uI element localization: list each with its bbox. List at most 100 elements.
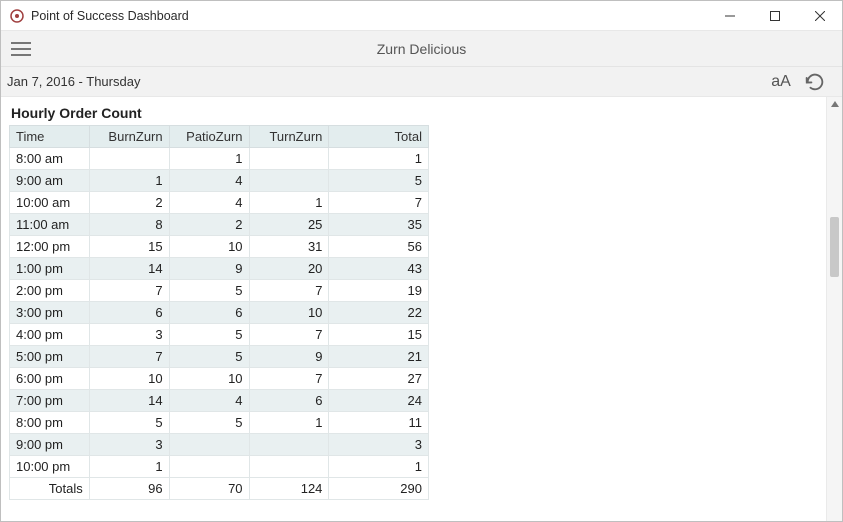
close-button[interactable] xyxy=(797,1,842,30)
cell-burnzurn: 5 xyxy=(89,412,169,434)
cell-total: 35 xyxy=(329,214,429,236)
cell-total: 21 xyxy=(329,346,429,368)
scroll-thumb[interactable] xyxy=(830,217,839,277)
minimize-button[interactable] xyxy=(707,1,752,30)
font-size-button[interactable]: aA xyxy=(764,73,798,91)
col-turnzurn: TurnZurn xyxy=(249,126,329,148)
cell-total: 22 xyxy=(329,302,429,324)
col-total: Total xyxy=(329,126,429,148)
cell-time: 1:00 pm xyxy=(10,258,90,280)
cell-total: 11 xyxy=(329,412,429,434)
cell-patiozurn: 10 xyxy=(169,368,249,390)
cell-time: 4:00 pm xyxy=(10,324,90,346)
totals-patiozurn: 70 xyxy=(169,478,249,500)
company-name: Zurn Delicious xyxy=(1,41,842,57)
table-row: 9:00 am145 xyxy=(10,170,429,192)
cell-burnzurn: 2 xyxy=(89,192,169,214)
cell-patiozurn: 5 xyxy=(169,412,249,434)
cell-patiozurn: 5 xyxy=(169,346,249,368)
cell-turnzurn: 1 xyxy=(249,192,329,214)
date-label: Jan 7, 2016 - Thursday xyxy=(7,74,140,89)
refresh-button[interactable] xyxy=(798,71,832,93)
cell-patiozurn: 10 xyxy=(169,236,249,258)
scroll-up-arrow[interactable] xyxy=(827,97,842,111)
cell-patiozurn xyxy=(169,456,249,478)
table-row: 9:00 pm33 xyxy=(10,434,429,456)
cell-total: 27 xyxy=(329,368,429,390)
table-row: 1:00 pm1492043 xyxy=(10,258,429,280)
cell-total: 7 xyxy=(329,192,429,214)
hourly-order-table: Time BurnZurn PatioZurn TurnZurn Total 8… xyxy=(9,125,429,500)
table-row: 10:00 pm11 xyxy=(10,456,429,478)
app-window: Point of Success Dashboard Zurn Deliciou… xyxy=(0,0,843,522)
cell-time: 9:00 am xyxy=(10,170,90,192)
totals-burnzurn: 96 xyxy=(89,478,169,500)
report-panel: Hourly Order Count Time BurnZurn PatioZu… xyxy=(1,97,826,521)
cell-burnzurn: 3 xyxy=(89,324,169,346)
cell-turnzurn: 31 xyxy=(249,236,329,258)
table-row: 3:00 pm661022 xyxy=(10,302,429,324)
col-patiozurn: PatioZurn xyxy=(169,126,249,148)
cell-burnzurn: 1 xyxy=(89,170,169,192)
cell-time: 11:00 am xyxy=(10,214,90,236)
table-row: 8:00 pm55111 xyxy=(10,412,429,434)
cell-turnzurn: 10 xyxy=(249,302,329,324)
window-title: Point of Success Dashboard xyxy=(31,9,189,23)
cell-patiozurn: 2 xyxy=(169,214,249,236)
report-title: Hourly Order Count xyxy=(11,105,818,121)
cell-total: 1 xyxy=(329,456,429,478)
cell-turnzurn: 20 xyxy=(249,258,329,280)
content-area: Hourly Order Count Time BurnZurn PatioZu… xyxy=(1,97,842,521)
cell-turnzurn: 6 xyxy=(249,390,329,412)
company-header: Zurn Delicious xyxy=(1,31,842,67)
maximize-button[interactable] xyxy=(752,1,797,30)
cell-burnzurn: 1 xyxy=(89,456,169,478)
table-row: 10:00 am2417 xyxy=(10,192,429,214)
cell-time: 7:00 pm xyxy=(10,390,90,412)
cell-patiozurn: 4 xyxy=(169,192,249,214)
totals-label: Totals xyxy=(10,478,90,500)
cell-burnzurn: 7 xyxy=(89,280,169,302)
cell-burnzurn: 15 xyxy=(89,236,169,258)
cell-turnzurn: 7 xyxy=(249,280,329,302)
cell-time: 8:00 pm xyxy=(10,412,90,434)
cell-patiozurn: 4 xyxy=(169,390,249,412)
toolbar: Jan 7, 2016 - Thursday aA xyxy=(1,67,842,97)
cell-total: 3 xyxy=(329,434,429,456)
cell-turnzurn: 7 xyxy=(249,368,329,390)
cell-patiozurn: 5 xyxy=(169,280,249,302)
table-row: 7:00 pm144624 xyxy=(10,390,429,412)
cell-patiozurn: 1 xyxy=(169,148,249,170)
cell-time: 5:00 pm xyxy=(10,346,90,368)
vertical-scrollbar[interactable] xyxy=(826,97,842,521)
table-row: 11:00 am822535 xyxy=(10,214,429,236)
cell-time: 8:00 am xyxy=(10,148,90,170)
cell-time: 10:00 am xyxy=(10,192,90,214)
cell-total: 1 xyxy=(329,148,429,170)
col-burnzurn: BurnZurn xyxy=(89,126,169,148)
menu-button[interactable] xyxy=(1,42,41,56)
cell-total: 24 xyxy=(329,390,429,412)
window-controls xyxy=(707,1,842,30)
cell-burnzurn: 8 xyxy=(89,214,169,236)
cell-total: 15 xyxy=(329,324,429,346)
cell-time: 12:00 pm xyxy=(10,236,90,258)
cell-burnzurn: 3 xyxy=(89,434,169,456)
app-icon xyxy=(9,8,25,24)
table-totals-row: Totals 96 70 124 290 xyxy=(10,478,429,500)
cell-turnzurn: 25 xyxy=(249,214,329,236)
cell-turnzurn xyxy=(249,148,329,170)
table-row: 12:00 pm15103156 xyxy=(10,236,429,258)
table-row: 5:00 pm75921 xyxy=(10,346,429,368)
table-row: 8:00 am 1 1 xyxy=(10,148,429,170)
cell-time: 9:00 pm xyxy=(10,434,90,456)
cell-turnzurn xyxy=(249,170,329,192)
cell-time: 6:00 pm xyxy=(10,368,90,390)
cell-turnzurn xyxy=(249,456,329,478)
col-time: Time xyxy=(10,126,90,148)
cell-total: 56 xyxy=(329,236,429,258)
cell-patiozurn: 9 xyxy=(169,258,249,280)
cell-time: 3:00 pm xyxy=(10,302,90,324)
cell-burnzurn: 14 xyxy=(89,258,169,280)
cell-turnzurn: 1 xyxy=(249,412,329,434)
